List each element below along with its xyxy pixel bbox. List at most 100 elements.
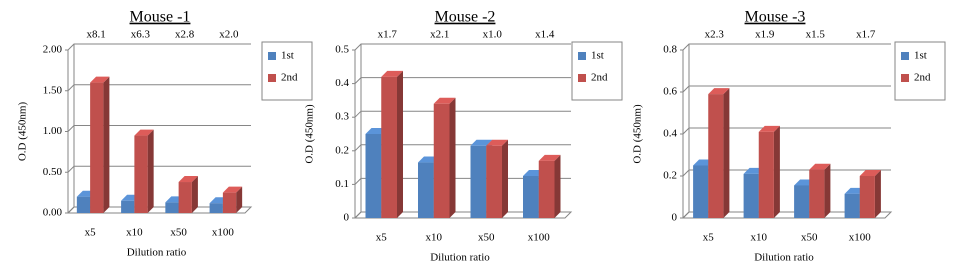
legend-label: 1st <box>281 50 294 62</box>
y-tick-label: 0 <box>672 212 678 224</box>
x-tick-label: x100 <box>849 232 872 244</box>
bar-top <box>222 186 243 193</box>
annotation: x1.0 <box>483 29 503 41</box>
bar <box>76 196 91 213</box>
bar-top <box>90 76 110 83</box>
x-tick-label: x100 <box>528 232 551 244</box>
x-tick-label: x50 <box>801 232 818 244</box>
x-tick-label: x5 <box>85 227 97 239</box>
annotation: x1.7 <box>856 29 876 41</box>
grid-line <box>682 43 891 51</box>
legend-box <box>261 41 313 101</box>
grid-line <box>67 125 251 132</box>
bar <box>794 185 810 218</box>
y-tick-label: 0.3 <box>335 111 349 123</box>
legend-swatch <box>268 52 276 60</box>
legend-box <box>894 41 946 101</box>
x-tick-label: x5 <box>376 232 388 244</box>
annotation: x2.3 <box>705 29 725 41</box>
bar-top <box>859 170 881 176</box>
legend-swatch <box>578 74 586 82</box>
bar-top <box>470 139 493 146</box>
annotation: x1.5 <box>806 29 826 41</box>
grid-line <box>67 43 251 51</box>
grid-line <box>682 127 891 135</box>
y-axis-title: O.D (450nm) <box>632 104 644 164</box>
grid-line <box>354 110 571 118</box>
bar-top <box>809 163 831 170</box>
bar <box>381 76 397 218</box>
back-wall <box>354 44 362 219</box>
bar <box>809 169 825 218</box>
bar <box>859 176 875 218</box>
bar <box>693 165 709 218</box>
y-tick-label: 0.4 <box>663 128 677 140</box>
y-tick-label: 0.6 <box>663 86 677 98</box>
x-axis-title: Dilution ratio <box>754 252 814 264</box>
bar <box>470 145 487 218</box>
grid-line <box>354 43 571 51</box>
legend-label: 2nd <box>591 72 608 84</box>
bar-side <box>449 97 456 218</box>
legend-label: 1st <box>591 50 604 62</box>
bar <box>538 160 555 218</box>
legend-swatch <box>901 74 909 82</box>
y-tick-label: 0.50 <box>43 166 63 178</box>
y-tick-label: 0.4 <box>335 77 349 89</box>
grid-line <box>354 77 571 84</box>
legend-label: 2nd <box>914 72 931 84</box>
bar-top <box>538 154 561 161</box>
bar-side <box>554 154 561 218</box>
bar <box>209 203 223 213</box>
legend-box <box>571 41 623 101</box>
bar-top <box>758 125 780 132</box>
y-tick-label: 1.50 <box>43 84 63 96</box>
bar-side <box>236 186 243 213</box>
bar-top <box>178 176 198 183</box>
y-tick-label: 0.8 <box>663 44 677 56</box>
x-tick-label: x10 <box>126 227 143 239</box>
bar-side <box>147 129 154 213</box>
grid-line <box>682 85 891 93</box>
annotation: x2.0 <box>219 29 239 41</box>
bar-side <box>723 88 730 218</box>
y-axis-title: O.D (450nm) <box>304 104 316 164</box>
legend-swatch <box>901 52 909 60</box>
bar <box>743 173 759 218</box>
bar-side <box>502 139 508 218</box>
annotation: x1.9 <box>755 29 775 41</box>
y-tick-label: 0.00 <box>43 207 63 219</box>
y-tick-label: 0.1 <box>335 178 349 190</box>
x-axis-title: Dilution ratio <box>430 252 490 264</box>
bar-side <box>103 76 110 213</box>
annotation: x8.1 <box>87 29 106 41</box>
bar-top <box>433 97 456 104</box>
bar <box>758 131 774 218</box>
bar-side <box>191 176 198 213</box>
x-tick-label: x5 <box>703 232 715 244</box>
annotation: x1.4 <box>535 29 555 41</box>
x-tick-label: x50 <box>478 232 495 244</box>
bar <box>165 202 179 213</box>
legend-swatch <box>268 74 276 82</box>
bar <box>844 193 860 218</box>
y-tick-label: 1.00 <box>43 125 63 137</box>
bar <box>708 94 724 218</box>
legend-swatch <box>578 52 586 60</box>
y-tick-label: 2.00 <box>43 44 63 56</box>
y-tick-label: 0 <box>344 212 350 224</box>
bar <box>433 103 450 218</box>
annotation: x2.8 <box>175 29 195 41</box>
x-axis-title: Dilution ratio <box>127 247 187 259</box>
annotation: x2.1 <box>430 29 449 41</box>
bar-top <box>381 70 403 77</box>
x-tick-label: x10 <box>751 232 768 244</box>
bar <box>121 200 135 213</box>
bar <box>178 182 192 213</box>
y-tick-label: 0.2 <box>335 144 349 156</box>
bar-side <box>874 170 881 218</box>
x-tick-label: x50 <box>170 227 187 239</box>
chart-title: Mouse -1 <box>130 9 191 26</box>
y-axis-title: O.D (450nm) <box>17 102 29 162</box>
